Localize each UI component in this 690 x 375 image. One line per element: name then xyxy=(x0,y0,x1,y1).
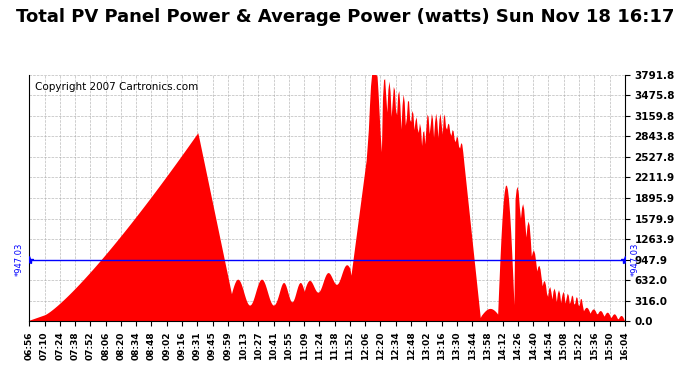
Text: Copyright 2007 Cartronics.com: Copyright 2007 Cartronics.com xyxy=(35,82,199,92)
Text: *947.03: *947.03 xyxy=(631,243,640,276)
Text: *947.03: *947.03 xyxy=(14,243,23,276)
Text: Total PV Panel Power & Average Power (watts) Sun Nov 18 16:17: Total PV Panel Power & Average Power (wa… xyxy=(16,8,674,26)
